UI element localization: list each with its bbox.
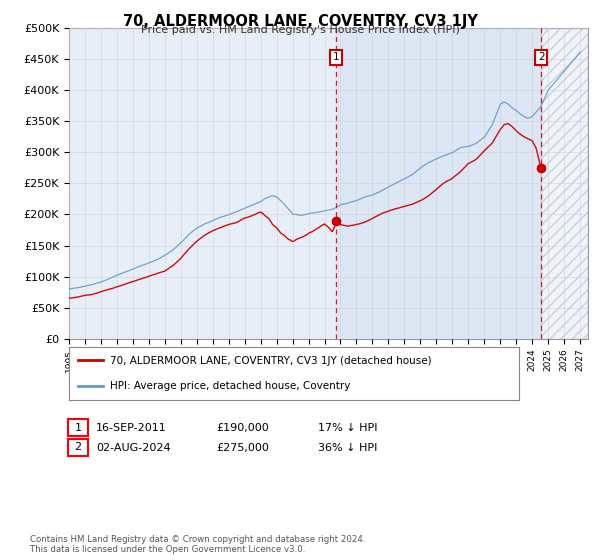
Bar bbox=[541, 28, 588, 339]
Text: 17% ↓ HPI: 17% ↓ HPI bbox=[318, 423, 377, 433]
Text: 70, ALDERMOOR LANE, COVENTRY, CV3 1JY (detached house): 70, ALDERMOOR LANE, COVENTRY, CV3 1JY (d… bbox=[110, 356, 431, 366]
Text: 1: 1 bbox=[74, 423, 82, 433]
Text: 2: 2 bbox=[538, 52, 545, 62]
Text: £190,000: £190,000 bbox=[216, 423, 269, 433]
Text: HPI: Average price, detached house, Coventry: HPI: Average price, detached house, Cove… bbox=[110, 380, 350, 390]
Bar bbox=[336, 28, 588, 339]
Text: 02-AUG-2024: 02-AUG-2024 bbox=[96, 443, 170, 453]
Text: 2: 2 bbox=[74, 442, 82, 452]
Text: 1: 1 bbox=[332, 52, 339, 62]
Text: 16-SEP-2011: 16-SEP-2011 bbox=[96, 423, 167, 433]
Text: £275,000: £275,000 bbox=[216, 443, 269, 453]
Text: Price paid vs. HM Land Registry's House Price Index (HPI): Price paid vs. HM Land Registry's House … bbox=[140, 25, 460, 35]
Bar bbox=[541, 28, 588, 339]
Text: 70, ALDERMOOR LANE, COVENTRY, CV3 1JY: 70, ALDERMOOR LANE, COVENTRY, CV3 1JY bbox=[122, 14, 478, 29]
Text: Contains HM Land Registry data © Crown copyright and database right 2024.
This d: Contains HM Land Registry data © Crown c… bbox=[30, 535, 365, 554]
Text: 36% ↓ HPI: 36% ↓ HPI bbox=[318, 443, 377, 453]
